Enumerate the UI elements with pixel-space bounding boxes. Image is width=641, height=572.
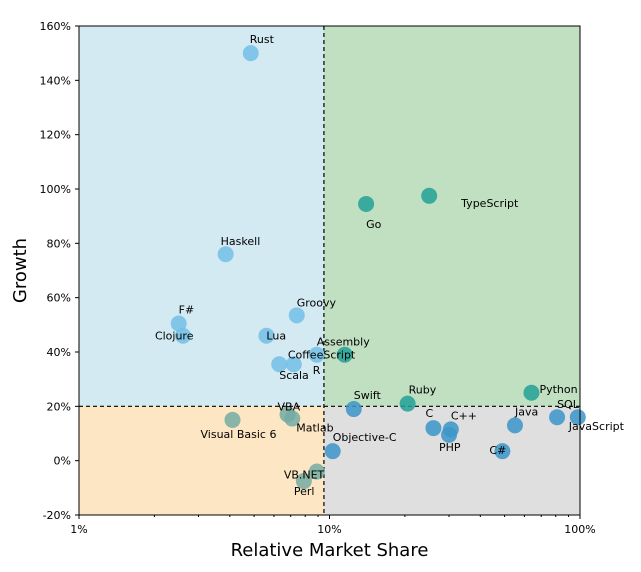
data-point-matlab bbox=[284, 410, 301, 427]
point-label-perl: Perl bbox=[294, 485, 315, 498]
point-label-objective-c: Objective-C bbox=[333, 431, 397, 444]
point-label-visual-basic-6: Visual Basic 6 bbox=[201, 428, 277, 441]
point-label-lua: Lua bbox=[266, 330, 286, 343]
point-label-vb-net: VB.NET bbox=[284, 469, 325, 482]
y-tick-label: 40% bbox=[47, 346, 71, 359]
x-tick-label: 100% bbox=[564, 523, 595, 536]
point-label-f: F# bbox=[179, 303, 195, 316]
data-point-c bbox=[425, 420, 442, 437]
data-point-go bbox=[358, 195, 375, 212]
data-point-assembly bbox=[336, 346, 353, 363]
data-point-java bbox=[506, 417, 523, 434]
point-label-c: C++ bbox=[451, 409, 477, 422]
data-point-php bbox=[441, 426, 458, 443]
x-axis-ticks: 1% 10% 100% bbox=[70, 515, 596, 536]
quadrant-top-left bbox=[79, 26, 324, 407]
point-label-c: C# bbox=[489, 444, 506, 457]
point-label-coffeescript: CoffeeScript bbox=[288, 349, 356, 362]
point-label-sql: SQL bbox=[557, 398, 580, 411]
quadrant-top-right bbox=[323, 26, 580, 407]
point-label-haskell: Haskell bbox=[221, 235, 261, 248]
quadrant-bottom-left bbox=[79, 406, 324, 515]
data-point-javascript bbox=[569, 409, 586, 426]
point-label-swift: Swift bbox=[354, 389, 382, 402]
data-point-perl bbox=[295, 473, 312, 490]
data-point-rust bbox=[242, 45, 259, 62]
y-tick-label: -20% bbox=[43, 509, 71, 522]
point-label-assembly: Assembly bbox=[317, 336, 371, 349]
data-point-vb-net bbox=[308, 463, 325, 480]
data-point-scala bbox=[271, 356, 288, 373]
y-tick-label: 20% bbox=[47, 400, 71, 413]
data-point-swift bbox=[345, 401, 362, 418]
data-point-haskell bbox=[217, 246, 234, 263]
y-tick-label: 0% bbox=[54, 455, 71, 468]
y-tick-label: 60% bbox=[47, 292, 71, 305]
y-tick-label: 140% bbox=[40, 74, 71, 87]
y-tick-label: 100% bbox=[40, 183, 71, 196]
x-tick-label: 1% bbox=[70, 523, 87, 536]
data-point-clojure bbox=[174, 327, 191, 344]
quadrant-backgrounds bbox=[79, 26, 580, 515]
data-point-sql bbox=[549, 409, 566, 426]
data-point-visual-basic-6 bbox=[224, 411, 241, 428]
data-point-ruby bbox=[399, 395, 416, 412]
data-point-c bbox=[494, 443, 511, 460]
data-point-coffeescript bbox=[308, 346, 325, 363]
data-point-objective-c bbox=[324, 443, 341, 460]
y-axis-title: Growth bbox=[10, 238, 31, 303]
point-label-groovy: Groovy bbox=[297, 296, 337, 309]
data-point-lua bbox=[258, 327, 275, 344]
point-label-ruby: Ruby bbox=[409, 384, 437, 397]
y-axis-ticks: -20% 0% 20% 40% 60% 80% 100% 120% 140% 160% bbox=[40, 20, 79, 522]
point-label-vba: VBA bbox=[278, 400, 301, 413]
data-points bbox=[170, 45, 586, 490]
data-point-groovy bbox=[288, 307, 305, 324]
data-point-typescript bbox=[421, 187, 438, 204]
point-label-java: Java bbox=[514, 405, 538, 418]
x-tick-label: 10% bbox=[317, 523, 341, 536]
y-tick-label: 80% bbox=[47, 237, 71, 250]
y-tick-label: 160% bbox=[40, 20, 71, 33]
data-point-python bbox=[523, 384, 540, 401]
point-label-clojure: Clojure bbox=[155, 330, 194, 343]
point-label-python: Python bbox=[539, 383, 577, 396]
point-label-r: R bbox=[313, 364, 321, 377]
x-axis-title: Relative Market Share bbox=[231, 540, 429, 561]
point-label-scala: Scala bbox=[279, 369, 309, 382]
data-point-labels: Rust Haskell F# Clojure Groovy LuaCoffeeScrip… bbox=[155, 33, 625, 498]
y-tick-label: 120% bbox=[40, 129, 71, 142]
point-label-javascript: JavaScript bbox=[568, 420, 625, 433]
point-label-c: C bbox=[425, 407, 433, 420]
point-label-go: Go bbox=[366, 218, 382, 231]
quadrant-dividers bbox=[79, 26, 580, 515]
point-label-typescript: TypeScript bbox=[460, 197, 519, 210]
point-label-matlab: Matlab bbox=[296, 422, 333, 435]
data-point-r bbox=[285, 356, 302, 373]
data-point-f bbox=[170, 315, 187, 332]
point-label-rust: Rust bbox=[250, 33, 275, 46]
point-label-php: PHP bbox=[439, 441, 461, 454]
